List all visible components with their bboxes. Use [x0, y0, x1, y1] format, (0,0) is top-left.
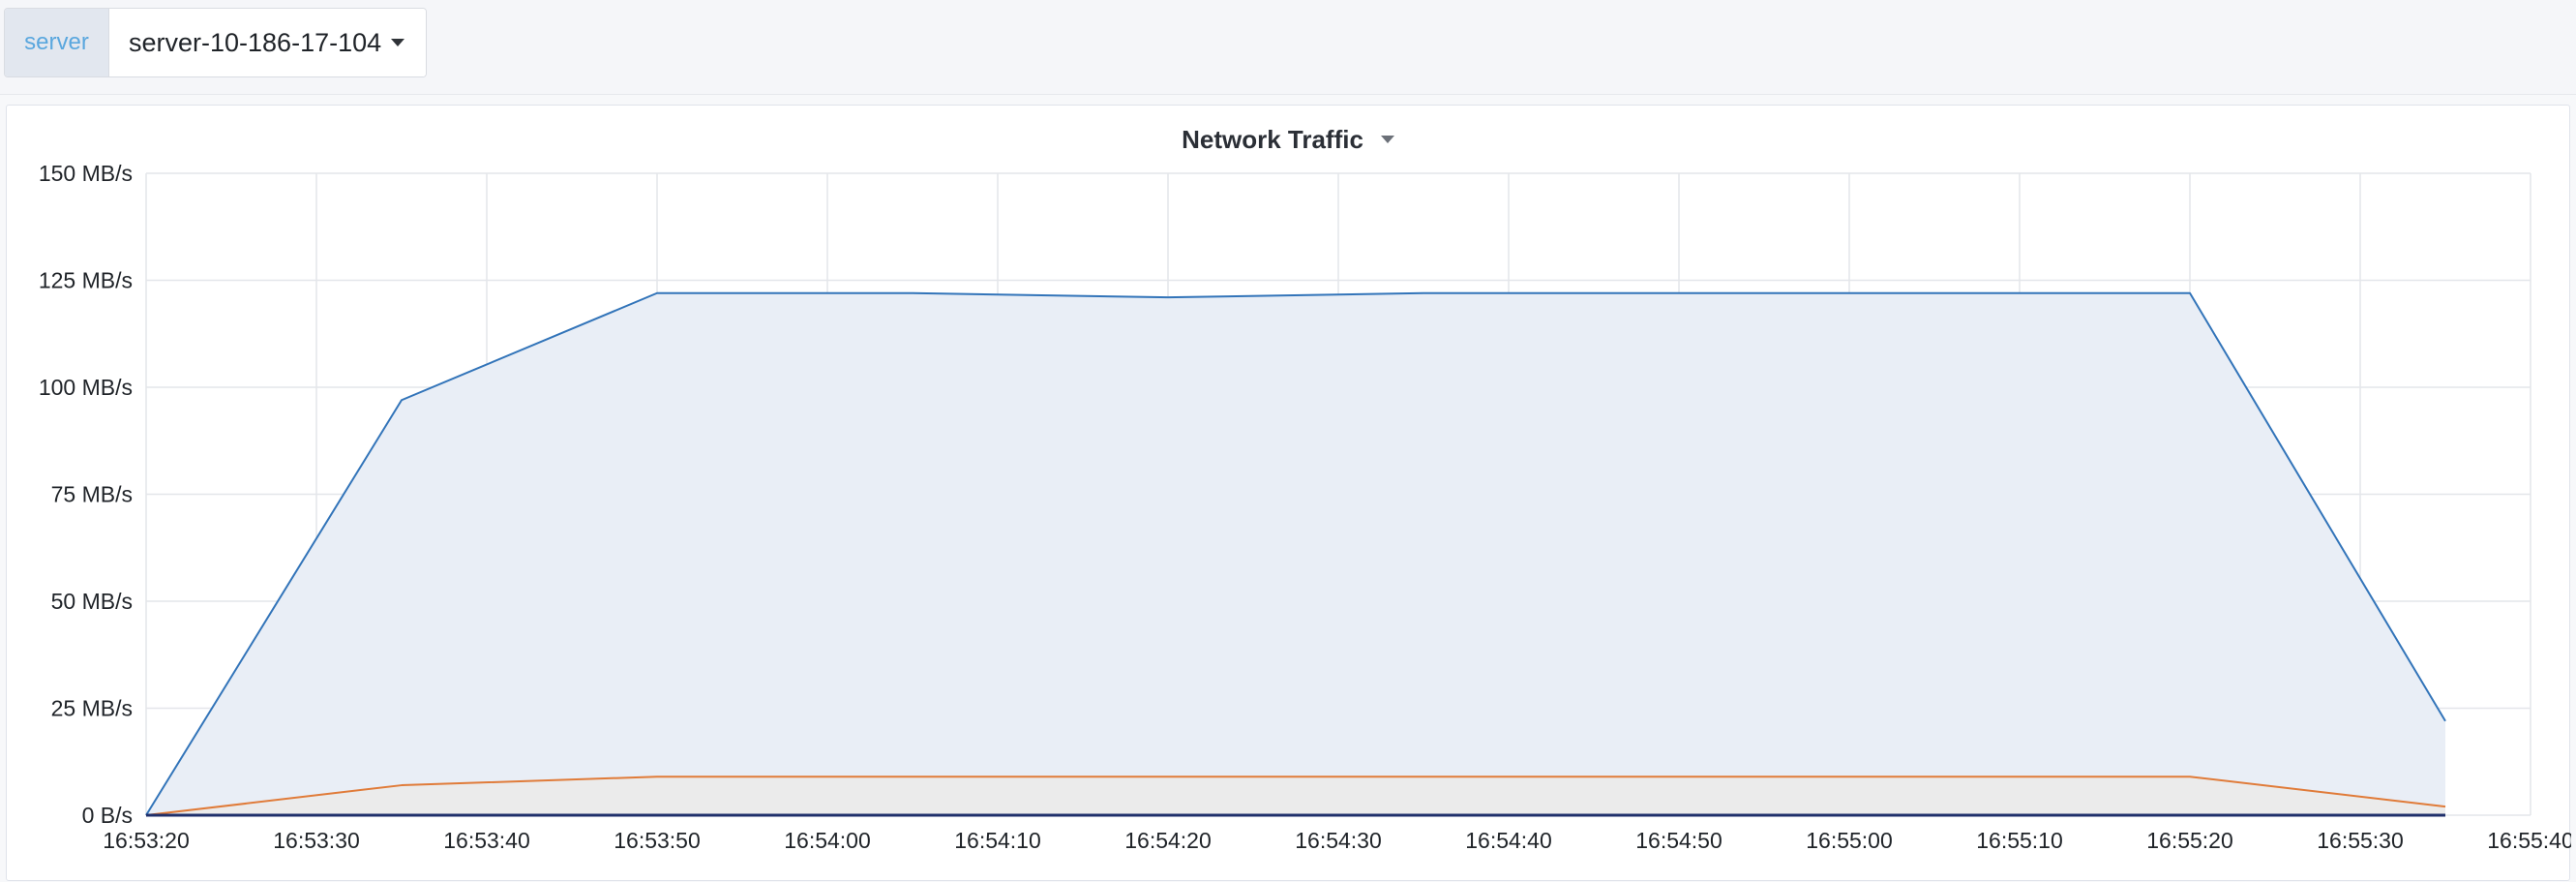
x-tick-label: 16:53:50 [614, 828, 701, 853]
y-tick-label: 100 MB/s [39, 375, 133, 400]
x-tick-label: 16:53:30 [273, 828, 360, 853]
x-tick-label: 16:54:50 [1635, 828, 1722, 853]
template-variable-server: server server-10-186-17-104 [4, 8, 427, 77]
x-tick-label: 16:54:00 [784, 828, 871, 853]
chevron-down-icon [391, 39, 404, 46]
y-tick-label: 25 MB/s [51, 696, 133, 721]
x-tick-label: 16:55:10 [1976, 828, 2063, 853]
network-traffic-chart: 0 B/s 25 MB/s 50 MB/s 75 MB/s 100 MB/s 125 MB… [7, 106, 2571, 882]
y-tick-label: 75 MB/s [51, 482, 133, 507]
area-inbound [146, 293, 2445, 815]
x-tick-label: 16:55:30 [2317, 828, 2404, 853]
x-tick-label: 16:53:40 [443, 828, 530, 853]
area-fills [146, 293, 2445, 815]
x-axis: 16:53:20 16:53:30 16:53:40 16:53:50 16:54:00… [103, 828, 2571, 853]
dashboard-toolbar: server server-10-186-17-104 [0, 0, 2576, 95]
server-select-value: server-10-186-17-104 [129, 28, 381, 58]
x-tick-label: 16:54:40 [1465, 828, 1552, 853]
server-select[interactable]: server-10-186-17-104 [109, 9, 426, 76]
x-tick-label: 16:54:30 [1295, 828, 1382, 853]
y-tick-label: 150 MB/s [39, 161, 133, 186]
y-tick-label: 125 MB/s [39, 268, 133, 293]
y-tick-label: 0 B/s [82, 803, 133, 828]
x-tick-label: 16:55:20 [2146, 828, 2233, 853]
x-tick-label: 16:53:20 [103, 828, 190, 853]
x-tick-label: 16:55:40 [2487, 828, 2571, 853]
x-tick-label: 16:54:20 [1124, 828, 1212, 853]
y-tick-label: 50 MB/s [51, 589, 133, 614]
y-axis: 0 B/s 25 MB/s 50 MB/s 75 MB/s 100 MB/s 125 MB… [39, 161, 133, 828]
x-tick-label: 16:55:00 [1806, 828, 1893, 853]
x-tick-label: 16:54:10 [954, 828, 1041, 853]
variable-label: server [5, 9, 109, 76]
